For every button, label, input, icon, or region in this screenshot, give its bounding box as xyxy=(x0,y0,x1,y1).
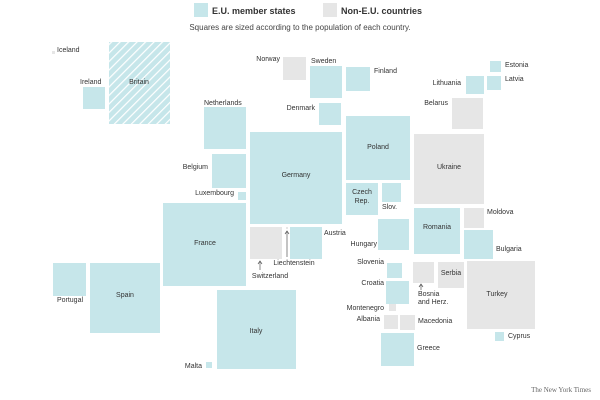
label-macedonia: Macedonia xyxy=(418,318,452,325)
label-poland: Poland xyxy=(367,144,389,151)
square-finland xyxy=(346,67,370,91)
label-moldova: Moldova xyxy=(487,209,514,216)
label-bulgaria: Bulgaria xyxy=(496,246,522,253)
label-latvia: Latvia xyxy=(505,76,524,83)
label-france: France xyxy=(194,240,216,247)
leader-arrowhead-liechtenstein xyxy=(284,230,290,235)
square-macedonia xyxy=(400,315,415,330)
square-spain xyxy=(90,263,160,333)
square-belgium xyxy=(212,154,246,188)
legend-label-eu: E.U. member states xyxy=(212,6,296,16)
label-turkey: Turkey xyxy=(486,291,508,298)
leader-arrowhead-switzerland xyxy=(257,260,263,265)
legend-label-non-eu: Non-E.U. countries xyxy=(341,6,422,16)
square-poland xyxy=(346,116,410,180)
label-hungary: Hungary xyxy=(351,241,378,248)
square-bosnia-and-herz xyxy=(413,262,434,283)
label-denmark: Denmark xyxy=(287,105,316,112)
label-czech-rep: Czech Rep. xyxy=(352,189,372,205)
label-ireland: Ireland xyxy=(80,79,102,86)
label-greece: Greece xyxy=(417,345,440,352)
label-italy: Italy xyxy=(250,328,263,335)
label-spain: Spain xyxy=(116,292,134,299)
square-lithuania xyxy=(466,76,484,94)
label-germany: Germany xyxy=(282,172,311,179)
square-ukraine xyxy=(414,134,484,204)
label-estonia: Estonia xyxy=(505,62,528,69)
square-switzerland xyxy=(250,227,282,259)
square-albania xyxy=(384,315,398,329)
square-netherlands xyxy=(204,107,246,149)
label-belarus: Belarus xyxy=(424,100,448,107)
square-austria xyxy=(290,227,322,259)
country-squares xyxy=(52,42,535,369)
square-luxembourg xyxy=(238,192,246,200)
label-croatia: Croatia xyxy=(361,280,384,287)
square-croatia xyxy=(386,281,409,304)
legend: E.U. member states Non-E.U. countries Sq… xyxy=(189,3,422,32)
label-belgium: Belgium xyxy=(183,164,208,171)
label-netherlands: Netherlands xyxy=(204,100,242,107)
label-austria: Austria xyxy=(324,230,346,237)
square-france xyxy=(163,203,246,286)
square-slov xyxy=(382,183,401,202)
square-malta xyxy=(206,362,212,368)
square-bulgaria xyxy=(464,230,493,259)
label-britain: Britain xyxy=(129,79,149,86)
legend-subtitle: Squares are sized according to the popul… xyxy=(189,23,410,32)
square-ireland xyxy=(83,87,105,109)
square-serbia xyxy=(438,262,464,288)
label-cyprus: Cyprus xyxy=(508,333,531,340)
square-portugal xyxy=(53,263,86,296)
square-norway xyxy=(283,57,306,80)
square-italy xyxy=(217,290,296,369)
label-liechtenstein: Liechtenstein xyxy=(273,260,314,267)
square-greece xyxy=(381,333,414,366)
label-serbia: Serbia xyxy=(441,270,461,277)
label-finland: Finland xyxy=(374,68,397,75)
label-romania: Romania xyxy=(423,224,451,231)
label-portugal: Portugal xyxy=(57,297,84,304)
square-denmark xyxy=(319,103,341,125)
label-lithuania: Lithuania xyxy=(433,80,462,87)
label-iceland: Iceland xyxy=(57,47,80,54)
square-slovenia xyxy=(387,263,402,278)
label-malta: Malta xyxy=(185,363,202,370)
leader-lines xyxy=(257,230,424,290)
square-latvia xyxy=(487,76,501,90)
square-romania xyxy=(414,208,460,254)
square-iceland xyxy=(52,51,55,54)
square-hungary xyxy=(378,219,409,250)
square-britain xyxy=(109,42,170,124)
label-bosnia-and-herz: Bosnia and Herz. xyxy=(418,291,448,306)
square-belarus xyxy=(452,98,483,129)
label-albania: Albania xyxy=(357,316,380,323)
label-slov: Slov. xyxy=(382,204,397,211)
legend-swatch-non-eu xyxy=(323,3,337,17)
square-moldova xyxy=(464,208,484,228)
square-germany xyxy=(250,132,342,224)
credit: The New York Times xyxy=(531,386,591,394)
square-sweden xyxy=(310,66,342,98)
legend-swatch-eu xyxy=(194,3,208,17)
square-estonia xyxy=(490,61,501,72)
square-liechtenstein xyxy=(286,227,288,229)
label-montenegro: Montenegro xyxy=(347,305,384,312)
label-switzerland: Switzerland xyxy=(252,273,288,280)
label-ukraine: Ukraine xyxy=(437,164,461,171)
leader-arrowhead-bosnia-and-herz xyxy=(418,283,424,288)
square-czech-rep xyxy=(346,183,378,215)
square-turkey xyxy=(467,261,535,329)
country-labels: Iceland Ireland Britain Norway Sweden Finland… xyxy=(57,47,531,370)
label-norway: Norway xyxy=(256,56,280,63)
label-slovenia: Slovenia xyxy=(357,259,384,266)
label-sweden: Sweden xyxy=(311,58,336,65)
square-montenegro xyxy=(389,304,396,311)
square-cyprus xyxy=(495,332,504,341)
label-luxembourg: Luxembourg xyxy=(195,190,234,197)
